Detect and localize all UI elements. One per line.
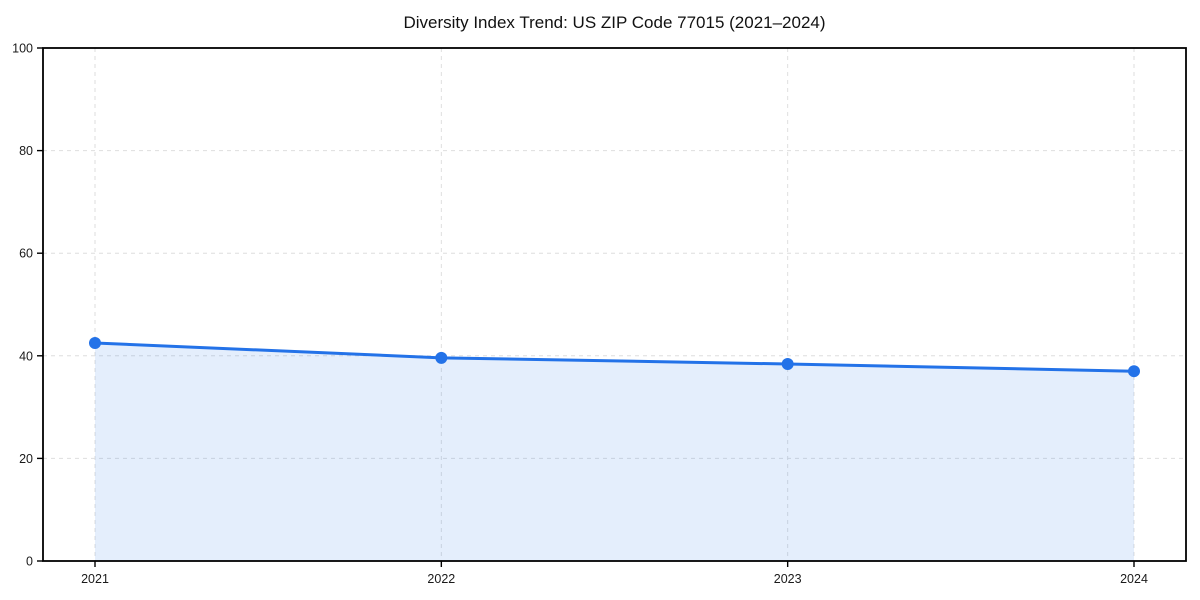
- data-point-2023: [781, 358, 794, 371]
- y-tick-label: 60: [19, 247, 33, 261]
- x-tick-label: 2023: [774, 572, 802, 586]
- plot-border: [42, 47, 1187, 562]
- y-tick-label: 40: [19, 349, 33, 363]
- y-tick-label: 100: [12, 42, 33, 56]
- area-fill: [95, 342, 1134, 561]
- x-tick-label: 2021: [81, 572, 109, 586]
- data-point-2022: [435, 351, 448, 364]
- y-tick-label: 20: [19, 452, 33, 466]
- x-tick-label: 2022: [427, 572, 455, 586]
- y-tick-label: 80: [19, 144, 33, 158]
- chart-title: Diversity Index Trend: US ZIP Code 77015…: [403, 13, 826, 32]
- y-tick-label: 0: [26, 555, 33, 569]
- x-tick-label: 2024: [1120, 572, 1148, 586]
- data-point-2021: [89, 336, 101, 349]
- data-point-2024: [1128, 365, 1140, 378]
- trend-line: [93, 341, 1136, 373]
